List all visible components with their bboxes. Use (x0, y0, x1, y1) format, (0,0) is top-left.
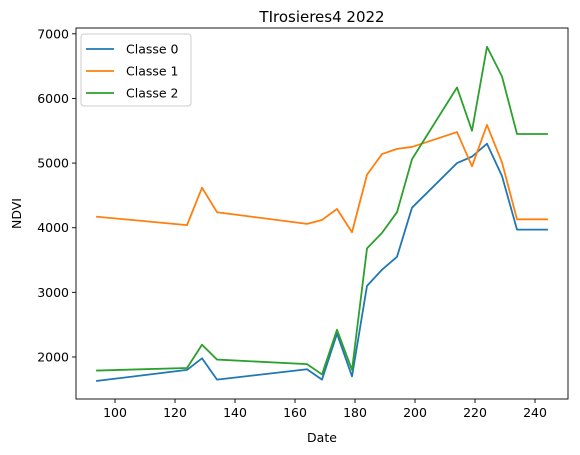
x-axis-ticks: 100 120 140 160 180 200 220 240 (103, 399, 547, 420)
legend-label-0: Classe 0 (126, 42, 179, 57)
y-axis-ticks: 2000 3000 4000 5000 6000 7000 (37, 26, 76, 364)
x-tick-label: 240 (523, 405, 547, 420)
plot-lines (95, 45, 548, 382)
plot-frame (75, 27, 569, 400)
series-line-0 (95, 142, 548, 382)
chart-title: TIrosieres4 2022 (258, 8, 384, 26)
series-line-1 (96, 124, 548, 234)
y-tick-label: 6000 (37, 91, 69, 106)
legend-label-2: Classe 2 (126, 86, 179, 101)
y-tick-label: 2000 (37, 349, 69, 364)
legend-label-1: Classe 1 (126, 64, 179, 79)
legend: Classe 0 Classe 1 Classe 2 (80, 33, 192, 107)
x-tick-label: 180 (343, 405, 367, 420)
x-tick-label: 140 (223, 405, 247, 420)
y-axis-label: NDVI (9, 198, 24, 229)
x-tick-label: 160 (283, 405, 307, 420)
y-tick-label: 7000 (37, 26, 69, 41)
x-axis-label: Date (307, 430, 337, 445)
series-line-2 (96, 45, 548, 376)
legend-box (80, 33, 192, 107)
x-tick-label: 200 (403, 405, 427, 420)
x-tick-label: 120 (163, 405, 187, 420)
y-tick-label: 5000 (37, 156, 69, 171)
y-tick-label: 3000 (37, 285, 69, 300)
y-tick-label: 4000 (37, 220, 69, 235)
x-tick-label: 220 (463, 405, 487, 420)
x-tick-label: 100 (103, 405, 127, 420)
